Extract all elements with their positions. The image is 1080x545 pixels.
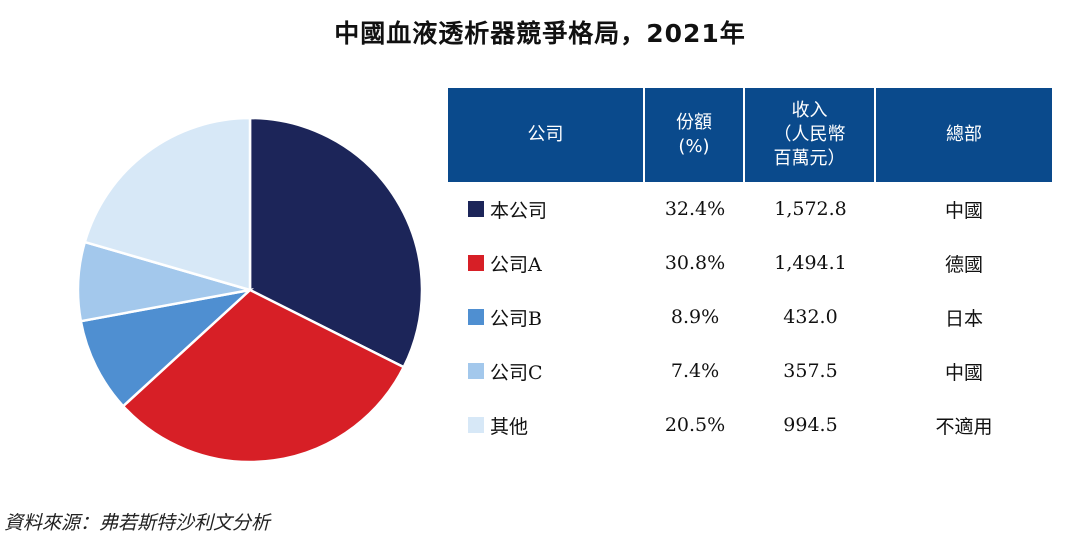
table-row: 其他 20.5% 994.5 不適用 xyxy=(448,398,1052,452)
pie-slice-5 xyxy=(83,116,252,292)
pie-slice-2 xyxy=(121,288,406,464)
header-company: 公司 xyxy=(448,88,645,182)
revenue-cell: 994.5 xyxy=(783,414,838,436)
hq-cell: 德國 xyxy=(944,253,983,276)
pie-chart xyxy=(76,116,424,464)
revenue-cell: 357.5 xyxy=(783,360,838,382)
revenue-cell: 1,572.8 xyxy=(774,198,847,220)
header-hq: 總部 xyxy=(946,124,982,145)
company-name: 公司A xyxy=(490,253,542,276)
revenue-cell: 1,494.1 xyxy=(774,252,847,274)
legend-swatch xyxy=(468,255,484,271)
company-cell: 本公司 xyxy=(448,196,645,223)
company-cell: 公司A xyxy=(448,250,645,277)
table-row: 公司C 7.4% 357.5 中國 xyxy=(448,344,1052,398)
revenue-cell: 432.0 xyxy=(783,306,838,328)
table-row: 公司A 30.8% 1,494.1 德國 xyxy=(448,236,1052,290)
company-name: 其他 xyxy=(490,415,529,438)
table-row: 本公司 32.4% 1,572.8 中國 xyxy=(448,182,1052,236)
company-name: 公司B xyxy=(490,307,542,330)
hq-cell: 日本 xyxy=(944,307,983,330)
header-share: 份額 (%) xyxy=(645,88,745,182)
share-cell: 30.8% xyxy=(664,252,726,274)
market-share-table: 公司 份額 (%) 收入 （人民幣 百萬元） 總部 本公司 32.4% 1,572.… xyxy=(448,88,1052,452)
hq-cell: 中國 xyxy=(944,361,983,384)
table-body: 本公司 32.4% 1,572.8 中國 公司A 30.8% 1,494.1 德國 公司B 8.9… xyxy=(448,182,1052,452)
header-revenue: 收入 （人民幣 百萬元） xyxy=(745,88,876,182)
hq-cell: 不適用 xyxy=(935,415,993,438)
source-note: 資料來源：弗若斯特沙利文分析 xyxy=(4,512,271,534)
share-cell: 20.5% xyxy=(664,414,726,436)
pie-slice-3 xyxy=(79,287,255,408)
company-cell: 其他 xyxy=(448,412,645,439)
share-cell: 7.4% xyxy=(670,360,720,382)
chart-title: 中國血液透析器競爭格局，2021年 xyxy=(334,19,746,48)
company-cell: 公司C xyxy=(448,358,645,385)
hq-cell: 中國 xyxy=(944,199,983,222)
share-cell: 8.9% xyxy=(670,306,720,328)
company-cell: 公司B xyxy=(448,304,645,331)
company-name: 本公司 xyxy=(490,199,548,222)
legend-swatch xyxy=(468,309,484,325)
company-name: 公司C xyxy=(490,361,543,384)
legend-swatch xyxy=(468,201,484,217)
legend-swatch xyxy=(468,363,484,379)
pie-slice-1 xyxy=(248,116,424,369)
table-row: 公司B 8.9% 432.0 日本 xyxy=(448,290,1052,344)
legend-swatch xyxy=(468,417,484,433)
table-header: 公司 份額 (%) 收入 （人民幣 百萬元） 總部 xyxy=(448,88,1052,182)
share-cell: 32.4% xyxy=(664,198,726,220)
